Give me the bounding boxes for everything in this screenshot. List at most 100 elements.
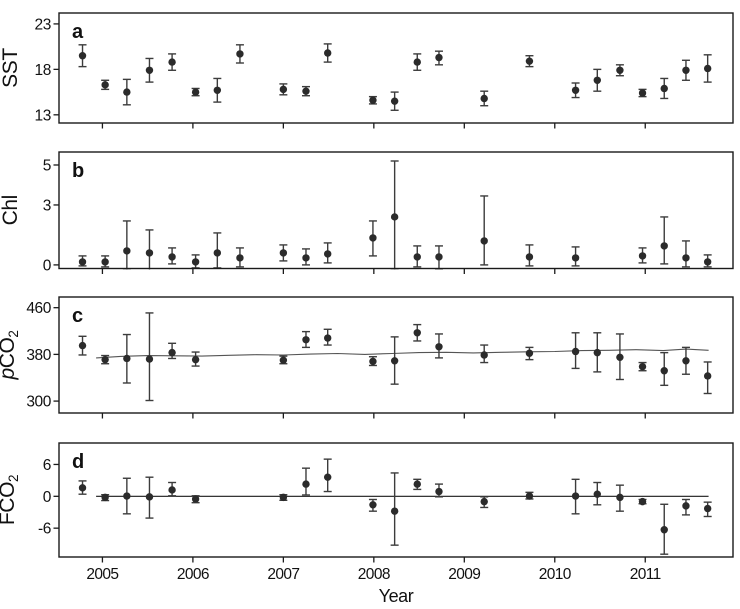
data-point-group xyxy=(660,77,669,100)
data-point-group xyxy=(78,44,87,68)
data-point xyxy=(435,253,443,261)
data-point-group xyxy=(213,232,222,269)
data-point xyxy=(168,486,176,494)
data-point-group xyxy=(638,361,647,372)
data-point xyxy=(571,254,580,262)
data-point xyxy=(525,253,534,261)
data-point-group xyxy=(191,254,200,269)
data-point xyxy=(101,493,109,502)
data-point xyxy=(413,58,421,66)
data-point xyxy=(390,97,399,105)
data-point-group xyxy=(145,57,154,83)
data-point xyxy=(191,495,200,503)
data-point xyxy=(323,49,332,57)
data-point xyxy=(682,66,690,74)
data-point xyxy=(191,355,200,364)
data-point-group xyxy=(703,254,712,268)
data-point-group xyxy=(571,82,580,99)
x-tick-label: 2006 xyxy=(177,566,209,583)
data-point xyxy=(279,249,288,257)
data-point xyxy=(616,353,624,362)
data-point-group xyxy=(434,333,443,359)
points-layer xyxy=(78,160,712,270)
data-point xyxy=(302,254,310,262)
data-point-group xyxy=(323,43,332,63)
data-point-group xyxy=(122,477,131,515)
y-tick-label: 460 xyxy=(26,300,51,317)
data-point-group xyxy=(390,91,399,111)
data-point xyxy=(571,86,580,94)
data-point-group xyxy=(390,336,399,385)
data-point xyxy=(390,507,399,515)
data-point xyxy=(435,343,443,351)
x-tick-label: 2008 xyxy=(358,566,390,583)
data-point xyxy=(390,357,399,365)
data-point-group xyxy=(235,44,244,64)
data-point-group xyxy=(480,496,489,509)
data-point-group xyxy=(368,498,377,512)
data-point xyxy=(279,493,288,502)
points-layer xyxy=(78,458,712,555)
y-tick-label: 23 xyxy=(35,16,51,33)
data-point-group xyxy=(101,255,110,268)
data-point xyxy=(413,480,421,488)
data-point xyxy=(168,348,176,357)
data-point xyxy=(638,89,647,97)
data-point-group xyxy=(168,342,177,360)
data-point-group xyxy=(323,458,332,493)
data-point-group xyxy=(145,229,154,270)
data-point-group xyxy=(279,83,288,96)
y-axis-title-a: SST xyxy=(0,48,22,88)
data-point-group xyxy=(593,332,602,373)
data-point-group xyxy=(168,481,177,497)
data-point-group xyxy=(78,335,87,356)
data-point-group xyxy=(301,248,310,266)
data-point xyxy=(78,258,87,266)
data-point-group xyxy=(368,356,377,367)
panel-border xyxy=(58,12,734,124)
data-point-group xyxy=(168,53,177,71)
data-point xyxy=(480,94,488,103)
data-point-group xyxy=(101,493,110,502)
panel-border xyxy=(58,442,734,558)
data-point-group xyxy=(525,55,534,68)
data-point-group xyxy=(413,323,422,342)
data-point xyxy=(413,253,421,261)
data-point-group xyxy=(301,467,310,496)
data-point-group xyxy=(413,245,422,268)
x-tick-label: 2010 xyxy=(539,566,572,583)
data-point-group xyxy=(571,478,580,515)
data-point xyxy=(703,64,712,73)
data-point xyxy=(323,473,332,481)
data-point-group xyxy=(525,244,534,267)
y-tick-label: -6 xyxy=(38,521,51,538)
data-point xyxy=(168,58,176,66)
data-point xyxy=(101,258,109,266)
data-point xyxy=(145,249,154,257)
y-tick-label: 6 xyxy=(43,457,51,474)
data-point-group xyxy=(368,220,377,257)
panel-letter-b: b xyxy=(72,160,84,182)
y-axis-title-b: Chl xyxy=(0,195,22,225)
x-tick-label: 2007 xyxy=(267,566,299,583)
data-point-group xyxy=(390,472,399,546)
data-point xyxy=(123,492,131,500)
data-point-group xyxy=(122,78,131,106)
data-point xyxy=(213,249,222,257)
data-point-group xyxy=(525,346,534,361)
data-point xyxy=(525,57,534,65)
data-point-group xyxy=(571,332,580,370)
data-point xyxy=(703,258,712,266)
data-point xyxy=(616,66,624,74)
x-tick-label: 2011 xyxy=(630,566,661,583)
data-point xyxy=(525,349,534,357)
data-point xyxy=(480,497,488,506)
data-point-group xyxy=(213,77,222,103)
data-point-group xyxy=(145,312,154,402)
data-point xyxy=(525,492,534,500)
data-point xyxy=(480,351,488,359)
x-tick-label: 2009 xyxy=(448,566,480,583)
data-point xyxy=(390,213,399,221)
data-point xyxy=(660,367,668,375)
